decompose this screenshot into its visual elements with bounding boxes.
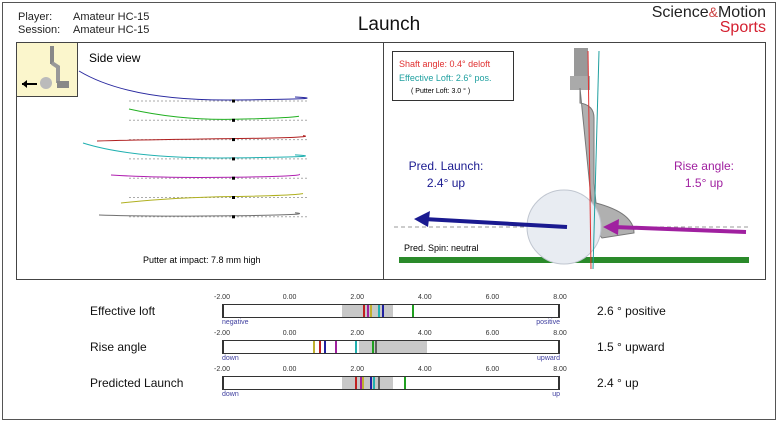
metric-label: Effective loft xyxy=(90,304,156,318)
metric-value: 2.6 ° positive xyxy=(597,304,666,318)
logo: Science&Motion Sports xyxy=(651,4,766,36)
typical-range xyxy=(359,341,427,353)
impact-marker xyxy=(232,215,235,219)
tick-label: 8.00 xyxy=(553,366,567,373)
impact-marker xyxy=(232,157,235,161)
impact-marker xyxy=(232,118,235,122)
session-value: Amateur HC-15 xyxy=(73,24,150,36)
stroke-curve xyxy=(98,212,301,217)
stroke-curve xyxy=(82,142,306,159)
metric-value: 2.4 ° up xyxy=(597,376,639,390)
tick-label: -2.00 xyxy=(214,366,230,373)
loft-info-box: Shaft angle: 0.4° deloft Effective Loft:… xyxy=(392,51,514,101)
metric-label: Predicted Launch xyxy=(90,376,184,390)
tick-label: 6.00 xyxy=(485,366,500,373)
tick-label: 6.00 xyxy=(485,330,500,337)
tick-label: 0.00 xyxy=(282,330,297,337)
tick-label: 2.00 xyxy=(350,294,364,301)
launch-arrow-icon xyxy=(414,211,430,227)
tick-label: 8.00 xyxy=(553,294,567,301)
stroke-mark xyxy=(403,377,406,389)
stroke-mark xyxy=(370,305,373,317)
metric-bar xyxy=(222,376,560,390)
tick-label: 2.00 xyxy=(350,366,364,373)
stroke-curve xyxy=(120,193,304,204)
page-title: Launch xyxy=(357,14,421,35)
stroke-mark xyxy=(354,341,357,353)
stroke-mark xyxy=(319,341,322,353)
front-view-panel: Shaft angle: 0.4° deloft Effective Loft:… xyxy=(383,42,766,280)
scale-high-label: positive xyxy=(536,319,560,326)
impact-marker xyxy=(232,138,235,142)
impact-marker xyxy=(232,99,235,103)
putter-loft-text: ( Putter Loft: 3.0 ° ) xyxy=(411,88,471,95)
tick-label: 4.00 xyxy=(417,366,432,373)
effective-loft-text: Effective Loft: 2.6° pos. xyxy=(399,73,492,83)
tick-label: -2.00 xyxy=(214,294,230,301)
putter-impact-illustration xyxy=(394,48,749,270)
view-thumbnail-icon xyxy=(17,43,78,97)
stroke-curve xyxy=(78,70,308,101)
stroke-curve xyxy=(110,173,300,178)
stroke-mark xyxy=(361,377,364,389)
shaft-angle-text: Shaft angle: 0.4° deloft xyxy=(399,59,491,69)
pred-launch: Pred. Launch: 2.4° up xyxy=(408,159,484,190)
stroke-mark xyxy=(359,377,362,389)
stroke-mark xyxy=(354,377,357,389)
stroke-mark xyxy=(371,341,374,353)
impact-marker xyxy=(232,176,235,180)
putter-stroke-curves xyxy=(78,70,308,219)
tick-label: -2.00 xyxy=(214,330,230,337)
metric-value: 1.5 ° upward xyxy=(597,340,665,354)
stroke-mark xyxy=(378,377,381,389)
tick-label: 0.00 xyxy=(282,294,297,301)
metric-bar xyxy=(222,340,560,354)
scale-low-label: down xyxy=(222,391,239,398)
typical-range xyxy=(342,377,393,389)
player-label: Player: xyxy=(18,11,53,23)
stroke-mark xyxy=(324,341,327,353)
side-view-panel: Side view Putter at impact: 7.8 mm high xyxy=(16,42,384,280)
rise-angle: Rise angle: 1.5° up xyxy=(673,159,735,190)
stroke-mark xyxy=(366,305,369,317)
stroke-curve xyxy=(128,108,300,120)
session-label: Session: xyxy=(18,24,61,36)
metric-label: Rise angle xyxy=(90,340,147,354)
pred-spin-text: Pred. Spin: neutral xyxy=(404,243,479,253)
scale-low-label: down xyxy=(222,355,239,362)
player-info: Player: Amateur HC-15 xyxy=(18,11,149,23)
metric-bar xyxy=(222,304,560,318)
scale-high-label: upward xyxy=(537,355,560,362)
stroke-mark xyxy=(334,341,337,353)
tick-label: 8.00 xyxy=(553,330,567,337)
tick-label: 6.00 xyxy=(485,294,500,301)
stroke-mark xyxy=(378,305,381,317)
scale-low-label: negative xyxy=(222,319,249,326)
stroke-mark xyxy=(370,377,373,389)
scale-high-label: up xyxy=(552,391,560,398)
stroke-mark xyxy=(375,341,378,353)
stroke-mark xyxy=(381,305,384,317)
impact-height-text: Putter at impact: 7.8 mm high xyxy=(143,255,261,265)
stroke-curve xyxy=(96,135,306,142)
tick-label: 2.00 xyxy=(350,330,364,337)
player-value: Amateur HC-15 xyxy=(73,11,150,23)
stroke-mark xyxy=(412,305,415,317)
tick-label: 4.00 xyxy=(417,330,432,337)
rise-arrow-icon xyxy=(603,219,619,235)
side-view-label: Side view xyxy=(89,51,141,65)
tick-label: 4.00 xyxy=(417,294,432,301)
stroke-mark xyxy=(312,341,315,353)
tick-label: 0.00 xyxy=(282,366,297,373)
stroke-mark xyxy=(363,305,366,317)
stroke-mark xyxy=(373,377,376,389)
impact-marker xyxy=(232,196,235,199)
session-info: Session: Amateur HC-15 xyxy=(18,24,149,36)
